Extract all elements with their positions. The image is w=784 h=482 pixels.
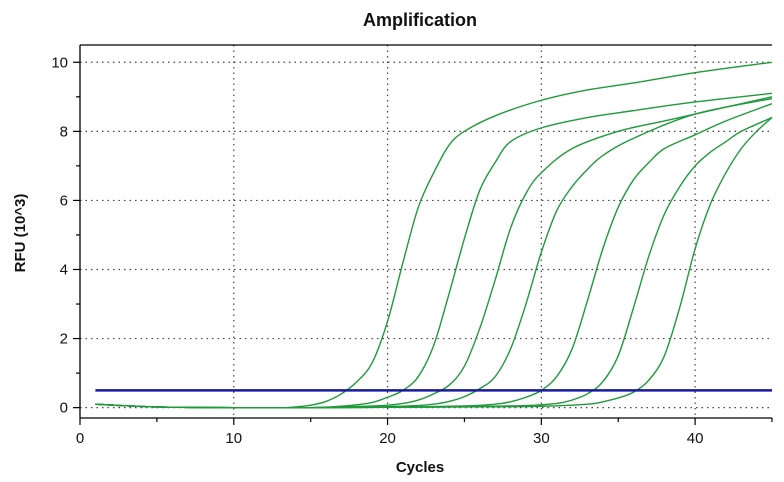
y-tick-label: 4 bbox=[60, 261, 68, 278]
amplification-curve-6 bbox=[95, 116, 773, 409]
axes: 0 10 20 30 40 0 2 4 6 8 10 bbox=[51, 44, 773, 447]
amplification-curve-1 bbox=[95, 61, 773, 409]
x-tick-label: 20 bbox=[379, 430, 396, 447]
amplification-curve-2 bbox=[95, 92, 773, 409]
x-tick-label: 0 bbox=[76, 430, 84, 447]
y-tick-label: 10 bbox=[51, 54, 68, 71]
amplification-curve-5 bbox=[95, 103, 773, 409]
y-tick-label: 6 bbox=[60, 192, 68, 209]
x-tick-label: 10 bbox=[225, 430, 242, 447]
amplification-curve-7 bbox=[95, 117, 773, 409]
y-tick-label: 8 bbox=[60, 123, 68, 140]
y-tick-label: 2 bbox=[60, 331, 68, 348]
x-tick-label: 40 bbox=[687, 430, 704, 447]
chart-title: Amplification bbox=[363, 10, 477, 30]
y-axis-title: RFU (10^3) bbox=[12, 194, 29, 273]
x-tick-label: 30 bbox=[533, 430, 550, 447]
x-axis-title: Cycles bbox=[396, 459, 444, 476]
amplification-curve-3 bbox=[95, 96, 773, 409]
y-tick-label: 0 bbox=[60, 400, 68, 417]
series-layer bbox=[95, 61, 773, 409]
